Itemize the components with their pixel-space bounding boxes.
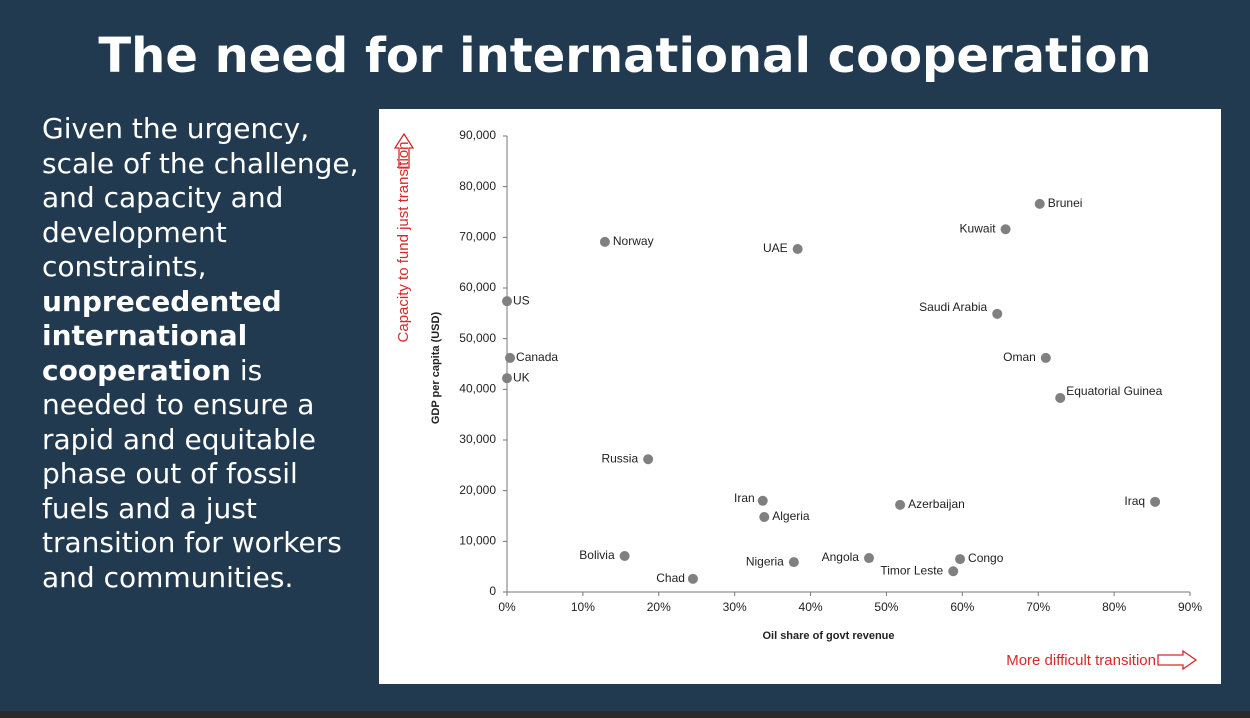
point	[757, 495, 768, 506]
y-axis-title: GDP per capita (USD)	[430, 312, 442, 425]
text: Given the urgency, scale of the challeng…	[42, 112, 359, 283]
point-label: Norway	[613, 234, 654, 248]
x-axis-title: Oil share of govt revenue	[762, 630, 894, 642]
x-tick-label: 80%	[1102, 600, 1126, 614]
point-label: UAE	[763, 241, 788, 255]
y-tick-label: 70,000	[459, 230, 496, 244]
point	[863, 553, 874, 564]
point	[759, 512, 770, 523]
point	[1000, 224, 1011, 235]
point-label: US	[513, 293, 530, 307]
y-tick-label: 40,000	[459, 382, 496, 396]
point-label: Azerbaijan	[908, 497, 965, 511]
point-label: Chad	[656, 571, 685, 585]
point	[948, 566, 959, 577]
y-tick-label: 30,000	[459, 432, 496, 446]
point-label: Canada	[516, 350, 558, 364]
annotation: More difficult transition	[1006, 652, 1156, 669]
point-label: UK	[513, 370, 530, 384]
x-tick-label: 60%	[950, 600, 974, 614]
right-arrow	[1157, 649, 1198, 671]
x-tick-label: 90%	[1178, 600, 1202, 614]
bold-text: unprecedented international cooperation	[42, 284, 282, 387]
point	[643, 454, 654, 465]
point	[788, 557, 799, 568]
y-tick-label: 90,000	[459, 128, 496, 142]
point	[505, 352, 516, 363]
x-tick-label: 70%	[1026, 600, 1050, 614]
point	[1040, 352, 1051, 363]
point	[1034, 198, 1045, 209]
point-label: Oman	[1003, 350, 1036, 364]
point-label: Iran	[734, 491, 755, 505]
point-label: Timor Leste	[880, 563, 943, 577]
bottom-strip	[0, 711, 1250, 718]
up-arrow	[393, 132, 415, 169]
y-tick-label: 60,000	[459, 280, 496, 294]
point-label: Brunei	[1048, 196, 1083, 210]
slide-title: The need for international cooperation	[98, 28, 1152, 84]
point	[955, 554, 966, 565]
point-label: Saudi Arabia	[919, 300, 987, 314]
point	[792, 243, 803, 254]
point	[502, 373, 512, 384]
x-tick-label: 50%	[874, 600, 898, 614]
y-tick-label: 50,000	[459, 331, 496, 345]
point-label: Russia	[601, 451, 638, 465]
text: is needed to ensure a rapid and equitabl…	[42, 353, 342, 594]
point-label: Bolivia	[579, 548, 615, 562]
point	[992, 308, 1003, 319]
x-tick-label: 10%	[571, 600, 595, 614]
x-tick-label: 30%	[723, 600, 747, 614]
x-tick-label: 0%	[498, 600, 516, 614]
point-label: Equatorial Guinea	[1066, 384, 1162, 398]
body-text: Given the urgency, scale of the challeng…	[42, 112, 364, 595]
point	[502, 296, 512, 307]
point-label: Iraq	[1124, 494, 1145, 508]
annotation: Capacity to fund just transition	[395, 142, 412, 343]
point-label: Nigeria	[746, 554, 784, 568]
point-label: Algeria	[772, 509, 810, 523]
point	[1055, 392, 1066, 403]
point-label: Kuwait	[960, 221, 997, 235]
point	[687, 573, 698, 584]
point	[1150, 496, 1161, 507]
point	[895, 499, 906, 510]
chart-background	[379, 109, 1221, 684]
x-tick-label: 20%	[647, 600, 671, 614]
y-tick-label: 10,000	[459, 534, 496, 548]
y-tick-label: 0	[489, 584, 496, 598]
x-tick-label: 40%	[799, 600, 823, 614]
y-tick-label: 20,000	[459, 483, 496, 497]
point	[599, 236, 610, 247]
point-label: Congo	[968, 551, 1004, 565]
point-label: Angola	[822, 550, 860, 564]
point	[619, 551, 630, 562]
y-tick-label: 80,000	[459, 179, 496, 193]
